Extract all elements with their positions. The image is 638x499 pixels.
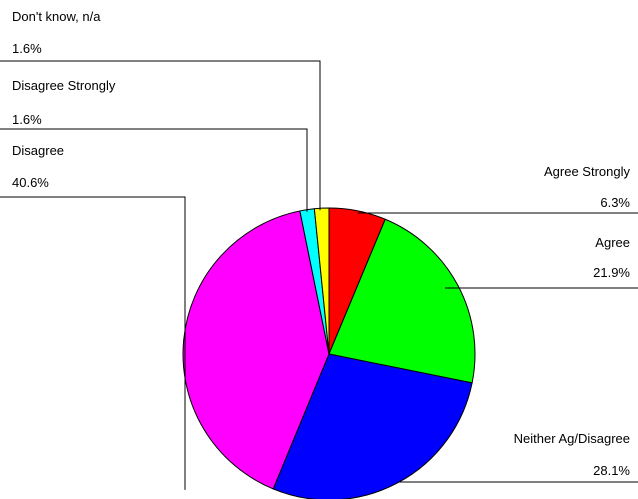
slice-value-disagree: 40.6% bbox=[12, 175, 49, 190]
slice-label-disagree: Disagree bbox=[12, 143, 64, 158]
slice-value-disagree-strongly: 1.6% bbox=[12, 112, 42, 127]
slice-labels: Agree Strongly 6.3% Agree 21.9% Neither Ag/D… bbox=[12, 9, 630, 478]
slice-label-agree-strongly: Agree Strongly bbox=[544, 164, 630, 179]
leader-line-disagree bbox=[0, 196, 186, 490]
slice-value-agree: 21.9% bbox=[593, 265, 630, 280]
pie-slice-don-t-know-n-a bbox=[313, 207, 330, 355]
slice-value-agree-strongly: 6.3% bbox=[600, 195, 630, 210]
slice-label-neither-ag-disagree: Neither Ag/Disagree bbox=[514, 431, 630, 446]
leader-line-disagree-strongly bbox=[0, 128, 308, 212]
slice-value-don-t-know-n-a: 1.6% bbox=[12, 41, 42, 56]
pie-slice-disagree bbox=[182, 210, 330, 490]
leader-line-don-t-know-n-a bbox=[0, 60, 321, 211]
slice-value-neither-ag-disagree: 28.1% bbox=[593, 463, 630, 478]
slice-label-disagree-strongly: Disagree Strongly bbox=[12, 78, 116, 93]
pie-slices bbox=[182, 207, 476, 499]
pie-slice-agree bbox=[328, 218, 476, 384]
pie-slice-neither-ag-disagree bbox=[272, 353, 473, 499]
slice-label-agree: Agree bbox=[595, 235, 630, 250]
slice-label-don-t-know-n-a: Don't know, n/a bbox=[12, 9, 101, 24]
leader-lines bbox=[0, 60, 638, 490]
